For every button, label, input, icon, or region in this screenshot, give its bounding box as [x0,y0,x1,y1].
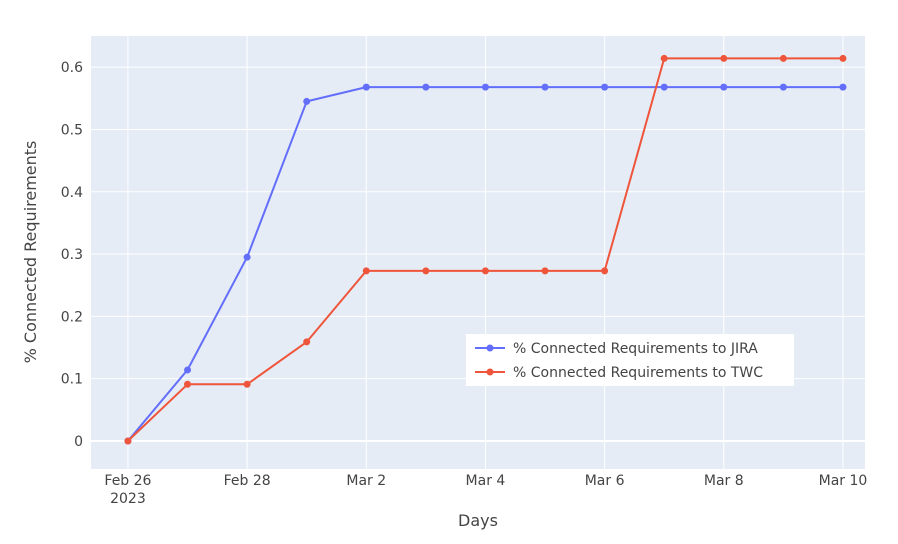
data-point[interactable] [422,267,430,275]
legend-box [466,334,794,386]
grid-lines [91,36,865,469]
x-tick-label: Feb 26 [104,473,151,489]
data-point[interactable] [839,83,847,91]
data-point[interactable] [362,267,370,275]
data-point[interactable] [481,83,489,91]
legend[interactable]: % Connected Requirements to JIRA % Connec… [466,334,794,386]
legend-swatch-marker [486,368,494,376]
legend-item-1[interactable]: % Connected Requirements to JIRA [475,341,758,357]
y-tick-label: 0.3 [61,247,83,263]
y-tick-label: 0.5 [61,122,83,138]
x-axis-title: Days [458,511,498,530]
data-point[interactable] [184,380,192,388]
data-point[interactable] [243,380,251,388]
series-layer [124,54,847,445]
legend-item-2[interactable]: % Connected Requirements to TWC [475,365,763,381]
data-point[interactable] [601,83,609,91]
plot-area [91,36,865,469]
data-point[interactable] [303,338,311,346]
x-tick-label: Mar 4 [466,473,506,489]
legend-label: % Connected Requirements to JIRA [513,341,758,357]
data-point[interactable] [362,83,370,91]
data-point[interactable] [541,267,549,275]
data-point[interactable] [601,267,609,275]
data-point[interactable] [720,83,728,91]
y-tick-label: 0.1 [61,372,83,388]
data-point[interactable] [124,437,132,445]
data-point[interactable] [779,83,787,91]
x-tick-label: Mar 2 [346,473,386,489]
series-2 [124,54,847,445]
y-tick-label: 0.6 [61,60,83,76]
x-tick-label: Feb 28 [224,473,271,489]
data-point[interactable] [779,54,787,62]
y-tick-label: 0 [74,434,83,450]
x-tick-label: Mar 8 [704,473,744,489]
data-point[interactable] [660,83,668,91]
series-1 [124,83,847,445]
x-tick-sublabel: 2023 [110,491,146,507]
data-point[interactable] [481,267,489,275]
legend-label: % Connected Requirements to TWC [513,365,763,381]
data-point[interactable] [839,54,847,62]
y-axis-ticks: 0 0.1 0.2 0.3 0.4 0.5 0.6 [61,60,83,450]
data-point[interactable] [303,97,311,105]
data-point[interactable] [422,83,430,91]
data-point[interactable] [243,253,251,261]
y-tick-label: 0.2 [61,309,83,325]
x-axis-ticks: Feb 26 2023 Feb 28 Mar 2 Mar 4 Mar 6 Mar 8 Mar … [104,473,867,507]
legend-swatch-marker [486,344,494,352]
y-axis-title: % Connected Requirements [21,141,40,364]
y-tick-label: 0.4 [61,185,83,201]
data-point[interactable] [184,366,192,374]
data-point[interactable] [660,54,668,62]
data-point[interactable] [541,83,549,91]
legend-items: % Connected Requirements to JIRA % Connec… [475,341,763,381]
x-tick-label: Mar 10 [819,473,868,489]
x-tick-label: Mar 6 [585,473,625,489]
data-point[interactable] [720,54,728,62]
